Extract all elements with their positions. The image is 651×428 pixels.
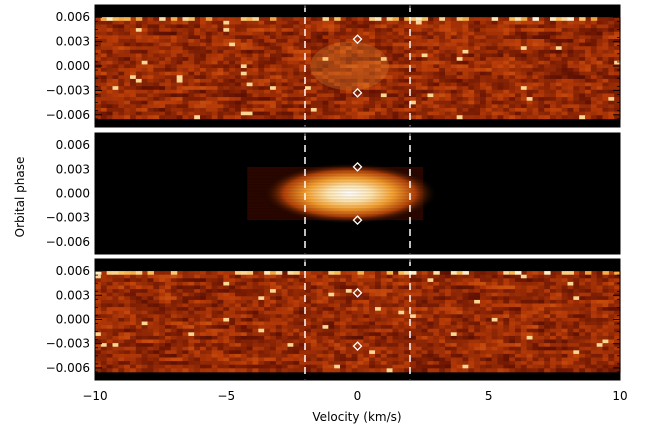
- y-tick-label: 0.000: [56, 313, 90, 327]
- x-tick-label: −5: [217, 389, 235, 403]
- signal-glow: [310, 41, 389, 91]
- y-tick-label: −0.006: [46, 235, 90, 249]
- x-tick-label: 0: [354, 389, 362, 403]
- y-axis-title: Orbital phase: [13, 157, 27, 238]
- y-tick-label: −0.003: [46, 211, 90, 225]
- y-tick-label: −0.003: [46, 83, 90, 97]
- diamond-marker: [352, 34, 363, 45]
- x-tick-label: −10: [82, 389, 107, 403]
- panel-model: [95, 133, 620, 254]
- diamond-marker: [352, 287, 363, 298]
- y-tick-label: −0.006: [46, 108, 90, 122]
- panel-residual: [95, 259, 621, 380]
- diamond-marker: [352, 87, 363, 98]
- axes: 0.006 0.003 0.000 −0.003 −0.006 0.006 0.003 0.0…: [46, 4, 628, 403]
- x-tick-label: 10: [612, 389, 627, 403]
- y-tick-label: 0.003: [56, 35, 90, 49]
- y-tick-label: −0.006: [46, 361, 90, 375]
- y-tick-label: 0.006: [56, 264, 90, 278]
- y-tick-label: 0.006: [56, 10, 90, 24]
- x-tick-label: 5: [485, 389, 493, 403]
- y-tick-label: 0.003: [56, 162, 90, 176]
- panels: [95, 5, 621, 380]
- diamond-marker: [352, 161, 363, 172]
- diamond-marker: [352, 215, 363, 226]
- y-tick-label: −0.003: [46, 337, 90, 351]
- overlay: [304, 5, 411, 380]
- y-tick-label: 0.000: [56, 59, 90, 73]
- y-tick-label: 0.000: [56, 187, 90, 201]
- y-tick-label: 0.006: [56, 138, 90, 152]
- x-axis-title: Velocity (km/s): [312, 410, 401, 424]
- y-tick-label: 0.003: [56, 288, 90, 302]
- panel-observed: [95, 5, 621, 127]
- diamond-marker: [352, 341, 363, 352]
